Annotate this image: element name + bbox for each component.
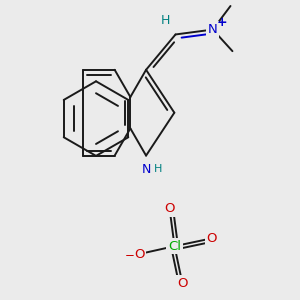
Text: −: − — [124, 248, 134, 262]
Text: O: O — [207, 232, 217, 245]
Text: O: O — [177, 277, 188, 290]
Text: H: H — [161, 14, 171, 27]
Text: N: N — [141, 163, 151, 176]
Text: +: + — [216, 16, 227, 29]
Text: O: O — [134, 248, 145, 260]
Text: N: N — [208, 23, 218, 36]
Text: Cl: Cl — [168, 240, 181, 253]
Text: O: O — [164, 202, 175, 215]
Text: H: H — [154, 164, 162, 174]
